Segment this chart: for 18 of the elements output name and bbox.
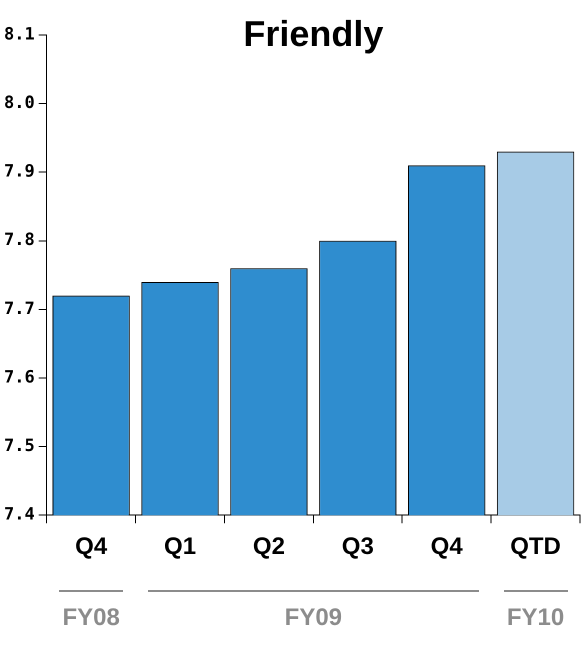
x-tick-label: Q4 <box>430 533 464 560</box>
x-tick-label: Q3 <box>342 533 374 560</box>
y-tick-label: 7.8 <box>4 230 35 250</box>
y-tick-label: 7.4 <box>4 504 35 525</box>
y-tick-label: 8.0 <box>4 93 35 114</box>
text: FY09 <box>284 604 342 632</box>
text: FY08 <box>62 604 120 632</box>
y-tick-label: 7.6 <box>4 367 35 388</box>
x-tick-label: Q1 <box>164 533 196 560</box>
x-tick-label: Q2 <box>252 533 285 560</box>
x-tick-label: QTD <box>510 533 561 560</box>
x-tick-label: Q4 <box>75 533 108 560</box>
y-tick-label: 8.1 <box>4 24 35 44</box>
y-tick-label: 7.7 <box>4 298 35 319</box>
chart-title: Friendly <box>243 13 384 54</box>
y-tick-label: 7.5 <box>4 436 35 456</box>
y-tick-label: 7.9 <box>4 162 35 182</box>
text: FY10 <box>506 604 564 632</box>
